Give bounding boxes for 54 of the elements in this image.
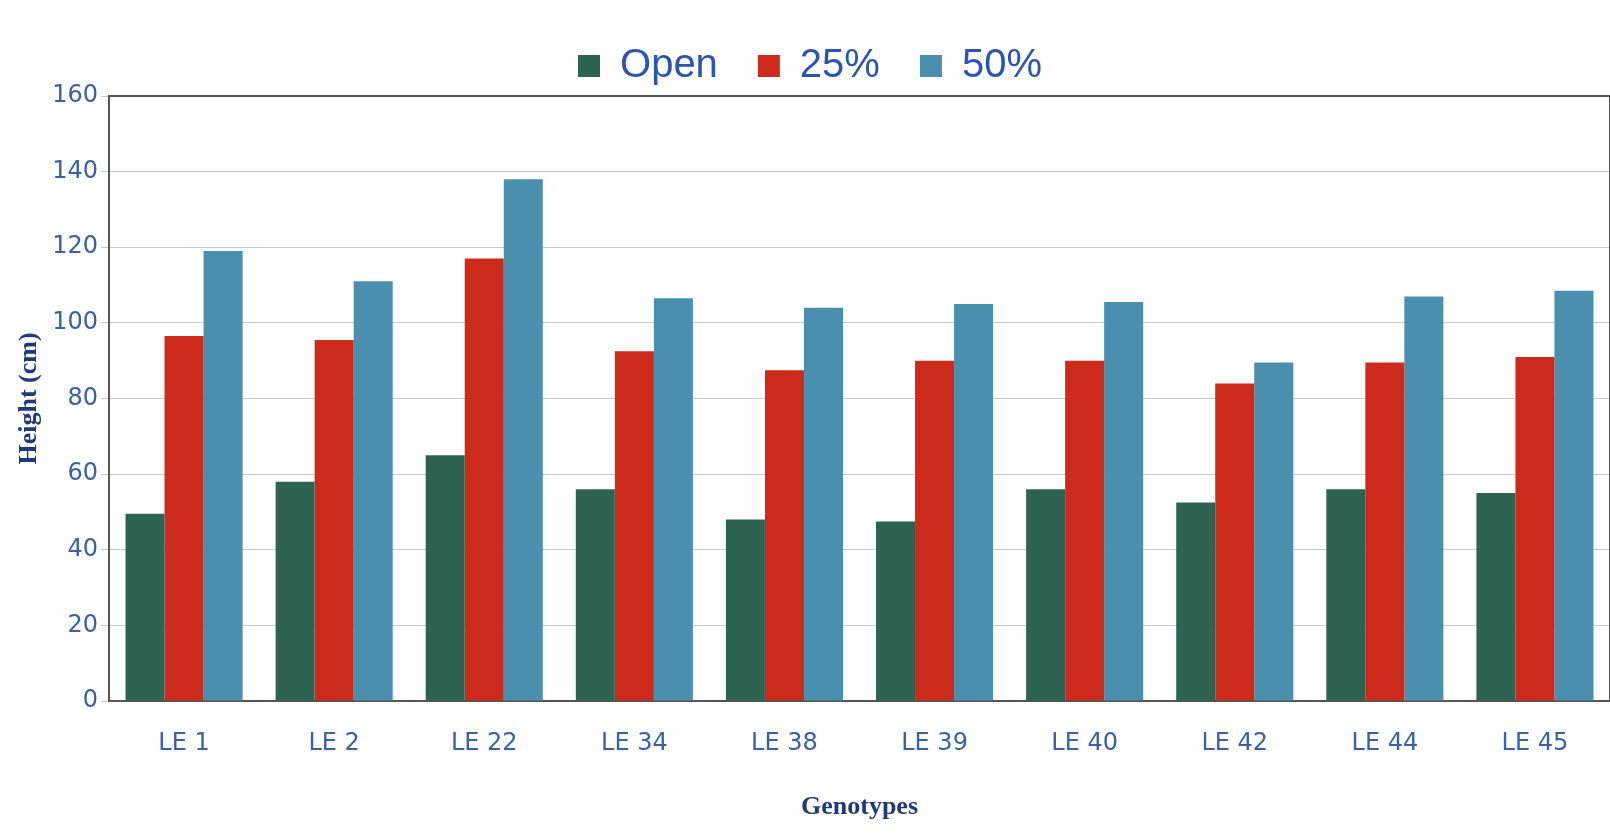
bar bbox=[314, 339, 354, 701]
bar bbox=[1026, 489, 1066, 701]
bar bbox=[764, 370, 804, 701]
x-tick-label: LE 42 bbox=[1201, 727, 1269, 756]
x-tick-label: LE 44 bbox=[1351, 727, 1419, 756]
bar bbox=[1065, 360, 1105, 701]
x-tick-label: LE 39 bbox=[901, 727, 968, 756]
legend-label: 25% bbox=[799, 41, 880, 86]
x-tick-label: LE 34 bbox=[601, 727, 668, 756]
bar bbox=[954, 303, 994, 701]
bar bbox=[614, 351, 654, 701]
y-axis-title: Height (cm) bbox=[13, 332, 43, 465]
bar bbox=[1104, 302, 1144, 701]
bar bbox=[1515, 356, 1555, 701]
x-tick-label: LE 2 bbox=[308, 727, 360, 756]
bar bbox=[803, 307, 843, 701]
y-tick-label: 120 bbox=[52, 231, 99, 260]
bar bbox=[164, 336, 204, 701]
bar bbox=[876, 521, 916, 701]
bar bbox=[725, 519, 765, 701]
legend-label: Open bbox=[620, 41, 718, 86]
y-tick-label: 20 bbox=[67, 609, 99, 638]
bar bbox=[125, 513, 165, 701]
bar bbox=[425, 455, 465, 701]
bar bbox=[1326, 489, 1366, 701]
y-tick-label: 60 bbox=[67, 458, 99, 487]
bar bbox=[353, 281, 393, 701]
x-tick-label: LE 45 bbox=[1501, 727, 1569, 756]
y-tick-label: 40 bbox=[67, 533, 99, 562]
bar bbox=[1176, 502, 1216, 701]
bar bbox=[1215, 383, 1255, 701]
y-tick-label: 140 bbox=[52, 155, 99, 184]
bar bbox=[464, 258, 504, 701]
bar bbox=[915, 360, 955, 701]
bar bbox=[575, 489, 615, 701]
bar bbox=[1476, 493, 1516, 701]
x-axis-title: Genotypes bbox=[801, 791, 918, 821]
x-tick-label: LE 38 bbox=[751, 727, 818, 756]
bar bbox=[203, 251, 243, 701]
x-tick-label: LE 22 bbox=[450, 727, 518, 756]
bar bbox=[1254, 362, 1294, 701]
x-tick-label: LE 1 bbox=[158, 727, 210, 756]
y-tick-label: 100 bbox=[52, 307, 99, 336]
y-tick-label: 160 bbox=[52, 80, 99, 109]
legend-label: 50% bbox=[961, 41, 1042, 86]
bar bbox=[503, 179, 543, 701]
bar bbox=[1404, 296, 1444, 701]
bar bbox=[653, 298, 693, 701]
x-tick-label: LE 40 bbox=[1051, 727, 1118, 756]
bar bbox=[275, 481, 315, 701]
bar bbox=[1365, 362, 1405, 701]
y-tick-label: 80 bbox=[67, 382, 99, 411]
y-tick-label: 0 bbox=[82, 685, 99, 714]
bar bbox=[1554, 290, 1594, 701]
